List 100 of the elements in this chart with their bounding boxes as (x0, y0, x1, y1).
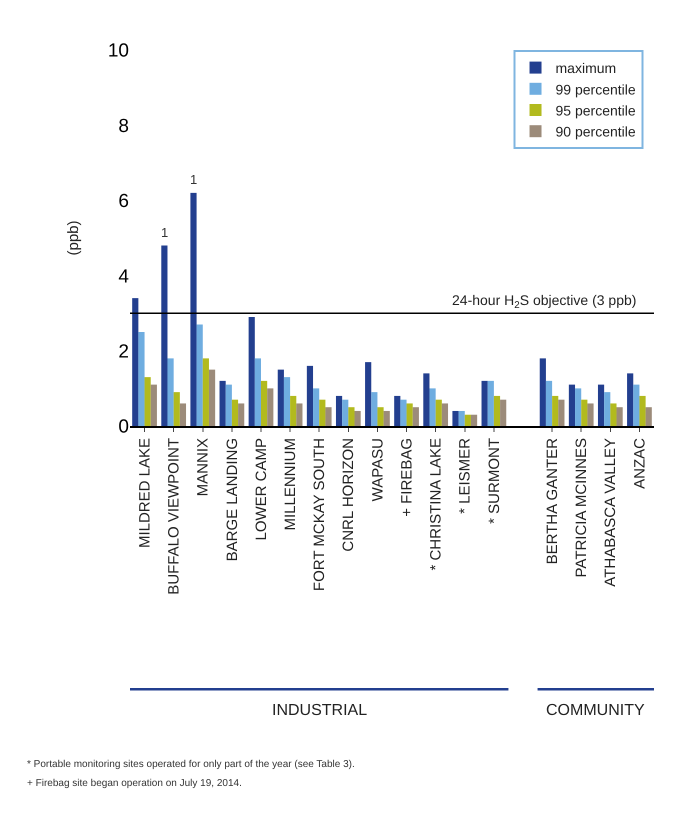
bar (598, 384, 604, 426)
bar (306, 366, 314, 426)
bar (365, 362, 372, 426)
x-tick-label: * LEISMER (456, 438, 474, 514)
bar (196, 324, 203, 426)
x-tick-label: LOWER CAMP (252, 438, 270, 541)
bar (138, 332, 145, 426)
bar (488, 380, 494, 426)
bar (482, 380, 488, 426)
ref-line-label: 24-hour H$_{2}$S objective (3 ppb) (452, 292, 636, 311)
bar (161, 246, 168, 426)
text: COMMUNITY (546, 702, 645, 719)
bar (254, 358, 261, 426)
x-tick-label: ANZAC (631, 438, 648, 489)
bar (226, 384, 232, 426)
bar (319, 400, 326, 426)
bar (377, 407, 384, 426)
bar (384, 410, 390, 426)
bar (284, 377, 290, 426)
legend-label: 99 percentile (556, 81, 636, 98)
bar (552, 396, 558, 426)
bar (394, 396, 400, 426)
x-tick-label: FORT MCKAY SOUTH (311, 438, 328, 592)
bar (313, 388, 320, 426)
bar (232, 400, 238, 426)
annotation: 1 (161, 225, 168, 240)
x-tick-label: MILLENNIUM (282, 438, 299, 531)
y-tick-label: 8 (118, 116, 129, 137)
bar (558, 400, 564, 426)
x-tick-label: PATRICIA MCINNES (573, 438, 590, 578)
x-tick-label: BARGE LANDING (224, 438, 241, 562)
bar (568, 384, 576, 426)
x-tick-label: + FIREBAG (398, 438, 416, 517)
bar (494, 396, 500, 426)
legend-label: 95 percentile (556, 102, 636, 118)
y-axis-title: (ppb) (65, 220, 82, 256)
x-tick-label: WAPASU (369, 438, 386, 502)
bar (442, 403, 448, 426)
bar (208, 370, 216, 426)
bar (238, 403, 244, 426)
bar (429, 388, 436, 426)
bar (144, 377, 151, 426)
x-tick-label: * SURMONT (486, 438, 503, 524)
bar (180, 403, 186, 426)
text: + Firebag site began operation on July 19, 2014. (27, 778, 242, 789)
bar (458, 410, 465, 426)
bar (470, 414, 478, 426)
x-tick-label: ATHABASCA VALLEY (602, 438, 620, 587)
bar (290, 396, 296, 426)
bar (610, 403, 617, 426)
bar (452, 410, 459, 426)
bar (348, 407, 355, 426)
bar (406, 403, 413, 426)
bar (604, 392, 610, 426)
bar (278, 370, 284, 426)
bar (500, 400, 506, 426)
bar (261, 380, 268, 426)
x-tick-label: CNRL HORIZON (340, 438, 358, 552)
y-tick-label: 2 (118, 341, 129, 362)
x-tick-label: BUFFALO VIEWPOINT (166, 438, 183, 595)
bar (400, 400, 407, 426)
bar (150, 384, 157, 426)
bar (646, 407, 652, 426)
bar (412, 407, 419, 426)
bar (325, 407, 332, 426)
bar (336, 396, 342, 426)
bar (132, 298, 138, 426)
y-tick-label: 10 (108, 40, 129, 62)
bar (581, 400, 588, 426)
bar (220, 380, 226, 426)
bar (190, 192, 197, 426)
y-tick-label: 4 (118, 266, 130, 288)
legend-label: maximum (556, 60, 616, 76)
bar (616, 407, 623, 426)
bar (202, 358, 209, 426)
bar (248, 316, 255, 426)
bar (436, 400, 442, 426)
text: * Portable monitoring sites operated for only part of the year (see Table 3). (27, 759, 355, 770)
bar (633, 384, 640, 426)
bar (575, 388, 582, 426)
text: INDUSTRIAL (272, 702, 368, 719)
bar (587, 403, 594, 426)
bar (296, 403, 302, 426)
bar (639, 396, 646, 426)
x-tick-label: BERTHA GANTER (544, 438, 561, 564)
bar (342, 400, 348, 426)
x-tick-label: MILDRED LAKE (136, 438, 154, 548)
bar (174, 392, 180, 426)
y-tick-label: 6 (118, 191, 129, 212)
bar (423, 373, 430, 426)
annotation: 1 (190, 172, 198, 187)
bar (546, 380, 552, 426)
bar (540, 358, 546, 426)
x-tick-label: MANNIX (194, 438, 212, 496)
bar (167, 358, 174, 426)
legend-label: 90 percentile (556, 124, 636, 140)
bar (371, 392, 378, 426)
bar (354, 410, 361, 426)
x-tick-label: * CHRISTINA LAKE (428, 438, 445, 571)
bar (464, 414, 471, 426)
